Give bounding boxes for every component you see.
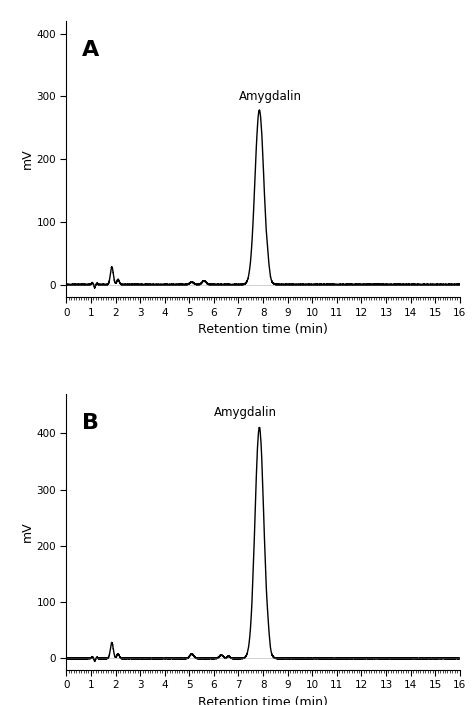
X-axis label: Retention time (min): Retention time (min) [198, 696, 328, 705]
Text: Amygdalin: Amygdalin [238, 90, 301, 102]
Text: A: A [82, 40, 100, 61]
Y-axis label: mV: mV [20, 149, 34, 169]
Y-axis label: mV: mV [20, 522, 34, 542]
X-axis label: Retention time (min): Retention time (min) [198, 323, 328, 336]
Text: B: B [82, 413, 99, 433]
Text: Amygdalin: Amygdalin [214, 406, 277, 419]
